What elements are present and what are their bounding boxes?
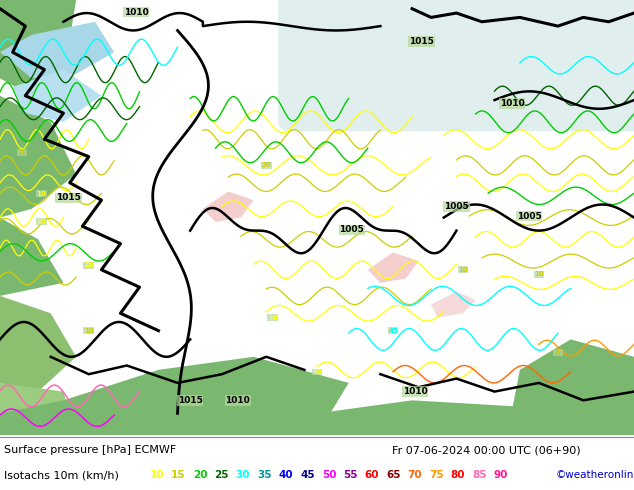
Text: 40: 40 <box>279 470 294 480</box>
Text: 10: 10 <box>84 263 94 269</box>
Text: 70: 70 <box>408 470 422 480</box>
Text: 10: 10 <box>458 267 468 273</box>
Text: 35: 35 <box>257 470 272 480</box>
Text: 1010: 1010 <box>403 387 428 396</box>
Polygon shape <box>0 218 63 296</box>
Text: 1015: 1015 <box>56 194 81 202</box>
Text: 1005: 1005 <box>444 202 469 211</box>
Polygon shape <box>222 400 634 435</box>
Text: Surface pressure [hPa] ECMWF: Surface pressure [hPa] ECMWF <box>4 445 176 455</box>
Polygon shape <box>0 22 114 78</box>
Text: 1010: 1010 <box>124 8 149 17</box>
Text: 25: 25 <box>214 470 229 480</box>
Text: 75: 75 <box>429 470 444 480</box>
Text: 20: 20 <box>193 470 207 480</box>
Polygon shape <box>13 70 101 122</box>
Polygon shape <box>0 0 76 96</box>
Text: 1005: 1005 <box>339 225 365 234</box>
Text: 1010: 1010 <box>225 396 250 405</box>
Polygon shape <box>203 192 254 222</box>
Text: 50: 50 <box>321 470 336 480</box>
Text: 90: 90 <box>494 470 508 480</box>
Text: 10: 10 <box>150 470 164 480</box>
Text: 10: 10 <box>268 315 278 320</box>
Text: 30: 30 <box>236 470 250 480</box>
Text: 20: 20 <box>553 349 563 355</box>
Text: 10: 10 <box>534 271 544 277</box>
Text: Isotachs 10m (km/h): Isotachs 10m (km/h) <box>4 470 119 480</box>
Text: 65: 65 <box>386 470 401 480</box>
Text: Fr 07-06-2024 00:00 UTC (06+90): Fr 07-06-2024 00:00 UTC (06+90) <box>392 445 581 455</box>
Text: 20: 20 <box>17 149 27 155</box>
Text: 1010: 1010 <box>500 99 525 108</box>
Polygon shape <box>368 252 418 283</box>
Polygon shape <box>0 383 76 435</box>
Text: 55: 55 <box>343 470 358 480</box>
Text: 20: 20 <box>261 162 271 169</box>
Text: 10: 10 <box>36 219 46 225</box>
Polygon shape <box>0 296 76 392</box>
Text: 10: 10 <box>84 328 94 334</box>
Text: 1005: 1005 <box>517 212 542 221</box>
Polygon shape <box>507 340 634 435</box>
Polygon shape <box>431 292 476 318</box>
Text: ©weatheronline.co.uk: ©weatheronline.co.uk <box>556 470 634 480</box>
FancyBboxPatch shape <box>279 0 634 130</box>
Text: 10: 10 <box>36 191 46 196</box>
Text: 45: 45 <box>388 328 398 334</box>
Text: 15: 15 <box>171 470 186 480</box>
Text: 1015: 1015 <box>409 37 434 46</box>
Text: 85: 85 <box>472 470 487 480</box>
Polygon shape <box>0 357 349 435</box>
Text: 1015: 1015 <box>178 396 203 405</box>
Text: 10: 10 <box>312 369 322 375</box>
Text: 80: 80 <box>451 470 465 480</box>
Text: 60: 60 <box>365 470 379 480</box>
Text: 45: 45 <box>300 470 315 480</box>
Polygon shape <box>0 96 76 218</box>
